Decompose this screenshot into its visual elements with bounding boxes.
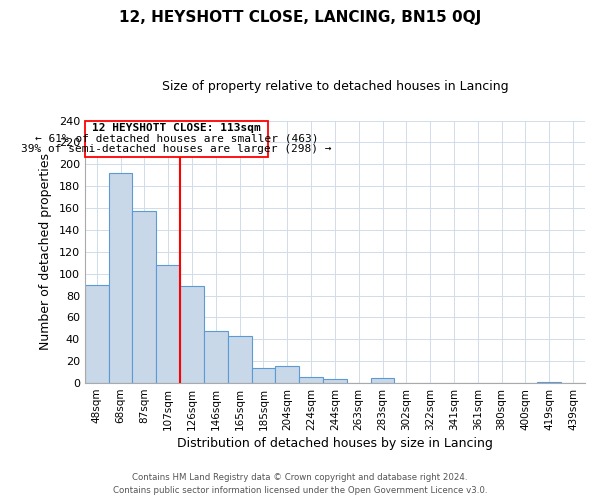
Text: 12 HEYSHOTT CLOSE: 113sqm: 12 HEYSHOTT CLOSE: 113sqm (92, 124, 261, 134)
Bar (109, 173, 133, 383)
Bar (227, 336, 251, 383)
Bar (156, 265, 180, 383)
Bar (538, 382, 561, 383)
Bar (133, 212, 156, 383)
Text: 12, HEYSHOTT CLOSE, LANCING, BN15 0QJ: 12, HEYSHOTT CLOSE, LANCING, BN15 0QJ (119, 10, 481, 25)
Title: Size of property relative to detached houses in Lancing: Size of property relative to detached ho… (161, 80, 508, 93)
Bar (85, 284, 109, 383)
Bar (275, 366, 299, 383)
Bar (299, 376, 323, 383)
Text: Contains HM Land Registry data © Crown copyright and database right 2024.
Contai: Contains HM Land Registry data © Crown c… (113, 474, 487, 495)
Bar (323, 378, 347, 383)
Bar (371, 378, 394, 383)
Y-axis label: Number of detached properties: Number of detached properties (39, 154, 52, 350)
Bar (251, 368, 275, 383)
Text: 39% of semi-detached houses are larger (298) →: 39% of semi-detached houses are larger (… (22, 144, 332, 154)
Text: ← 61% of detached houses are smaller (463): ← 61% of detached houses are smaller (46… (35, 134, 319, 143)
FancyBboxPatch shape (85, 120, 268, 156)
Bar (180, 286, 204, 383)
Bar (204, 330, 227, 383)
X-axis label: Distribution of detached houses by size in Lancing: Distribution of detached houses by size … (177, 437, 493, 450)
